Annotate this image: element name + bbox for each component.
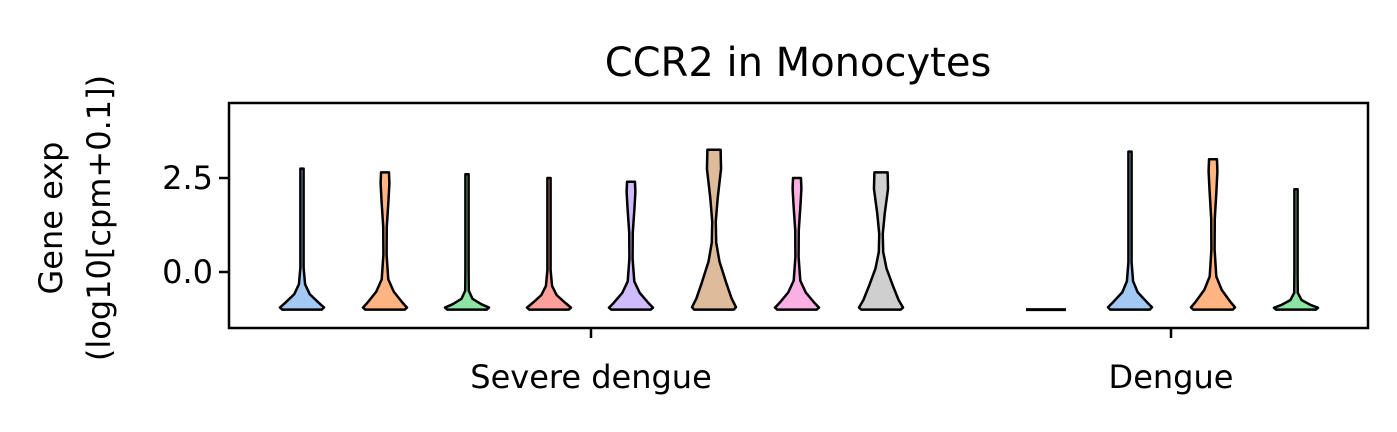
- y-tick-label-0: 2.5: [162, 159, 213, 197]
- violin-severe-6: [690, 148, 738, 311]
- y-tick-label-1: 0.0: [162, 253, 213, 291]
- plot-marks: [278, 148, 1320, 312]
- violin-severe-4: [525, 176, 573, 311]
- y-axis-label-line2: (log10[cpm+0.1]): [80, 75, 118, 361]
- violin-severe-2: [361, 171, 409, 311]
- violin-severe-3: [443, 172, 491, 311]
- chart-title: CCR2 in Monocytes: [605, 40, 992, 86]
- violin-severe-8: [857, 171, 905, 311]
- violin-dengue-4: [1272, 188, 1320, 311]
- y-axis-label-line1: Gene exp: [32, 142, 70, 295]
- x-tick-label-1: Dengue: [1109, 358, 1234, 396]
- violin-severe-5: [607, 180, 655, 311]
- violin-severe-1: [278, 167, 326, 311]
- x-tick-label-0: Severe dengue: [470, 358, 712, 396]
- plot-frame: [227, 101, 1370, 330]
- violin-dengue-3: [1189, 157, 1237, 311]
- violin-dengue-2: [1106, 150, 1154, 311]
- axes: 2.5 0.0 Severe dengue Dengue: [162, 159, 1233, 396]
- violin-severe-7: [773, 176, 821, 311]
